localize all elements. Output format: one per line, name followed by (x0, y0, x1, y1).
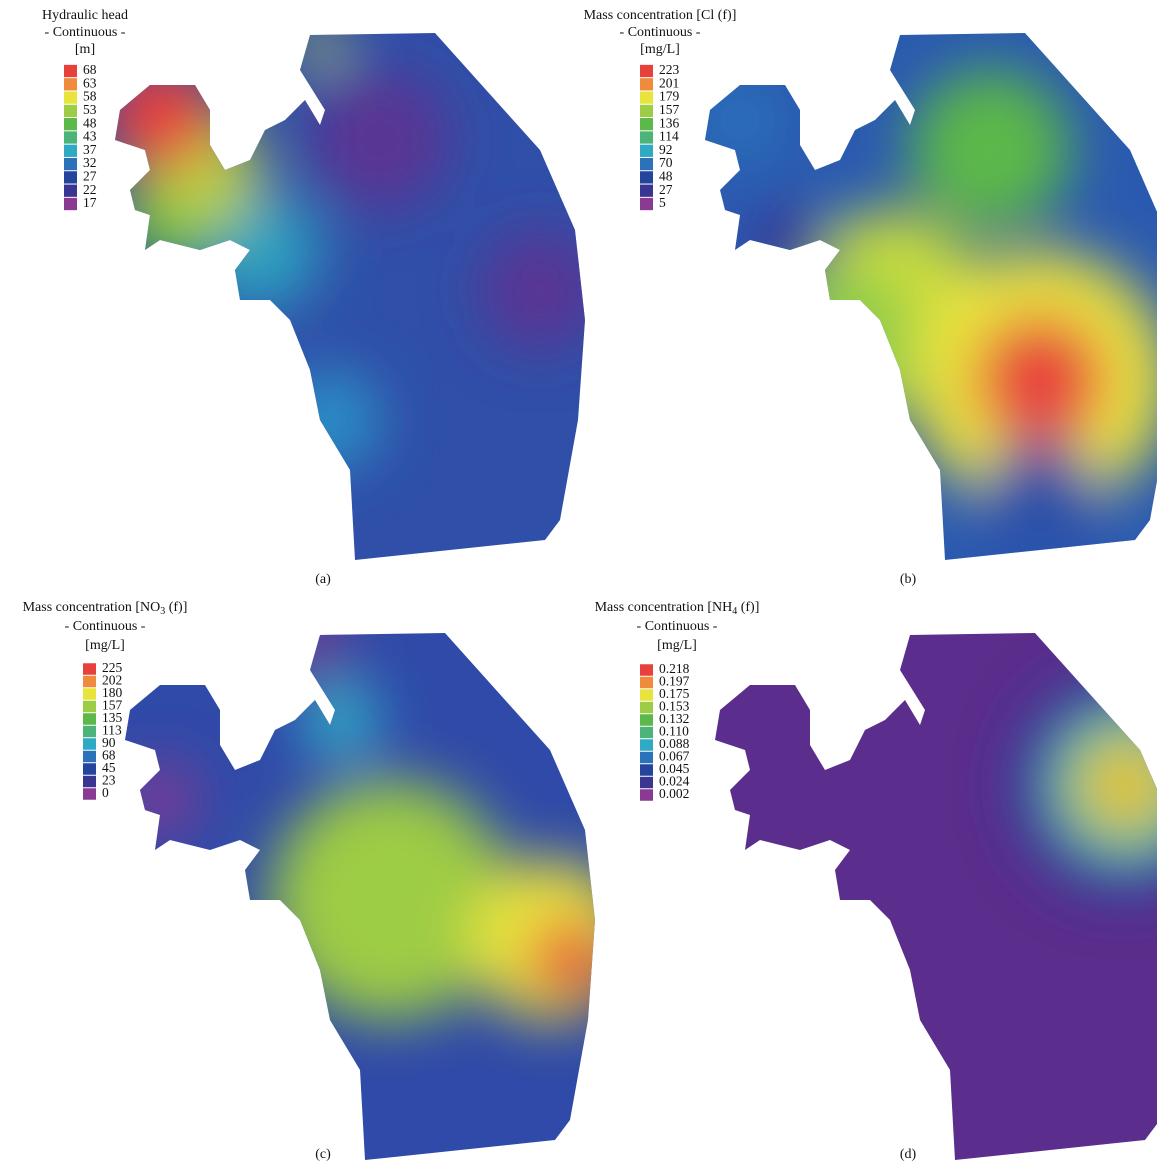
field-blob (700, 80, 780, 160)
caption: (b) (900, 572, 917, 587)
legend-swatch (64, 131, 77, 143)
legend-swatch (64, 118, 77, 130)
legend-swatch (640, 78, 653, 90)
legend-swatch (83, 738, 96, 750)
legend-swatch (640, 171, 653, 183)
legend-swatch (640, 185, 653, 197)
field-blob (105, 60, 215, 170)
legend-title: Mass concentration [NO3 (f)] (23, 600, 188, 617)
legend-label: 5 (659, 195, 666, 210)
legend-title: [mg/L] (640, 42, 680, 57)
legend-swatch (640, 91, 653, 103)
legend-swatch (64, 171, 77, 183)
legend-title: Mass concentration [NH4 (f)] (595, 600, 760, 617)
legend-swatch (83, 776, 96, 788)
legend-title: [mg/L] (657, 638, 697, 653)
caption: (a) (315, 572, 331, 587)
field-blob (480, 230, 600, 350)
legend-swatch (64, 198, 77, 210)
legend-title: [mg/L] (85, 638, 125, 653)
legend-swatch (640, 677, 653, 689)
title-tail: (f)] (165, 600, 187, 615)
legend-title: - Continuous - (45, 25, 126, 40)
panel: Mass concentration [Cl (f)] - Continuous … (584, 8, 1157, 587)
field-blob (750, 210, 830, 290)
legend-label: 0.002 (659, 786, 689, 801)
title-tail: (f)] (737, 600, 759, 615)
legend-swatch (64, 91, 77, 103)
legend-swatch (83, 788, 96, 800)
legend-swatch (83, 676, 96, 688)
field-blob (120, 760, 200, 840)
title-text: Mass concentration [NO (23, 600, 161, 615)
legend-label: 17 (83, 195, 97, 210)
legend-swatch (640, 777, 653, 789)
legend-swatch (640, 714, 653, 726)
legend-title: [m] (75, 42, 95, 57)
legend-swatch (640, 764, 653, 776)
legend-swatch (64, 78, 77, 90)
legend-swatch (640, 198, 653, 210)
legend-swatch (640, 702, 653, 714)
map (100, 20, 600, 580)
legend-swatch (640, 789, 653, 801)
legend-swatch (83, 663, 96, 675)
field-blob (310, 70, 450, 210)
map (690, 20, 1157, 580)
legend-title: Mass concentration [Cl (f)] (584, 8, 737, 23)
field-blob (300, 25, 340, 65)
legend-title: - Continuous - (620, 25, 701, 40)
legend-swatch (640, 664, 653, 676)
legend-title: Hydraulic head (42, 8, 128, 23)
field-blob (270, 600, 350, 680)
field-blob (530, 920, 610, 1000)
panel: Hydraulic head- Continuous -[m]686358534… (42, 8, 600, 587)
field-blob (975, 315, 1105, 445)
legend-label: 0 (102, 785, 109, 800)
legend-swatch (83, 763, 96, 775)
field-blob (1105, 765, 1145, 805)
legend-title: - Continuous - (637, 619, 718, 634)
map (110, 600, 630, 1168)
legend-title: - Continuous - (65, 619, 146, 634)
legend-swatch (640, 131, 653, 143)
field-blob (760, 270, 920, 430)
figure: Hydraulic head- Continuous -[m]686358534… (0, 0, 1157, 1168)
legend-swatch (640, 727, 653, 739)
legend-swatch (83, 688, 96, 700)
legend-swatch (64, 65, 77, 77)
legend-swatch (640, 158, 653, 170)
legend-swatch (83, 701, 96, 713)
legend-swatch (64, 185, 77, 197)
legend-swatch (64, 145, 77, 157)
legend-swatch (640, 752, 653, 764)
caption: (d) (900, 1147, 917, 1162)
map (700, 620, 1157, 1168)
field-blob (300, 680, 380, 760)
legend-swatch (640, 118, 653, 130)
panel: Mass concentration [NH4 (f)] - Continuous… (595, 600, 1157, 1168)
field-blob (980, 440, 1100, 560)
legend-swatch (640, 739, 653, 751)
legend-swatch (83, 713, 96, 725)
legend-swatch (83, 751, 96, 763)
caption: (c) (315, 1147, 331, 1162)
legend-swatch (640, 145, 653, 157)
legend-swatch (64, 105, 77, 117)
field-blob (280, 370, 380, 470)
legend-swatch (640, 105, 653, 117)
panel: Mass concentration [NO3 (f)] - Continuous… (23, 600, 630, 1168)
title-text: Mass concentration [NH (595, 600, 733, 615)
field-blob (270, 780, 510, 1020)
legend-swatch (64, 158, 77, 170)
legend-swatch (83, 726, 96, 738)
legend-swatch (640, 65, 653, 77)
legend-swatch (640, 689, 653, 701)
field-blob (910, 70, 1070, 230)
